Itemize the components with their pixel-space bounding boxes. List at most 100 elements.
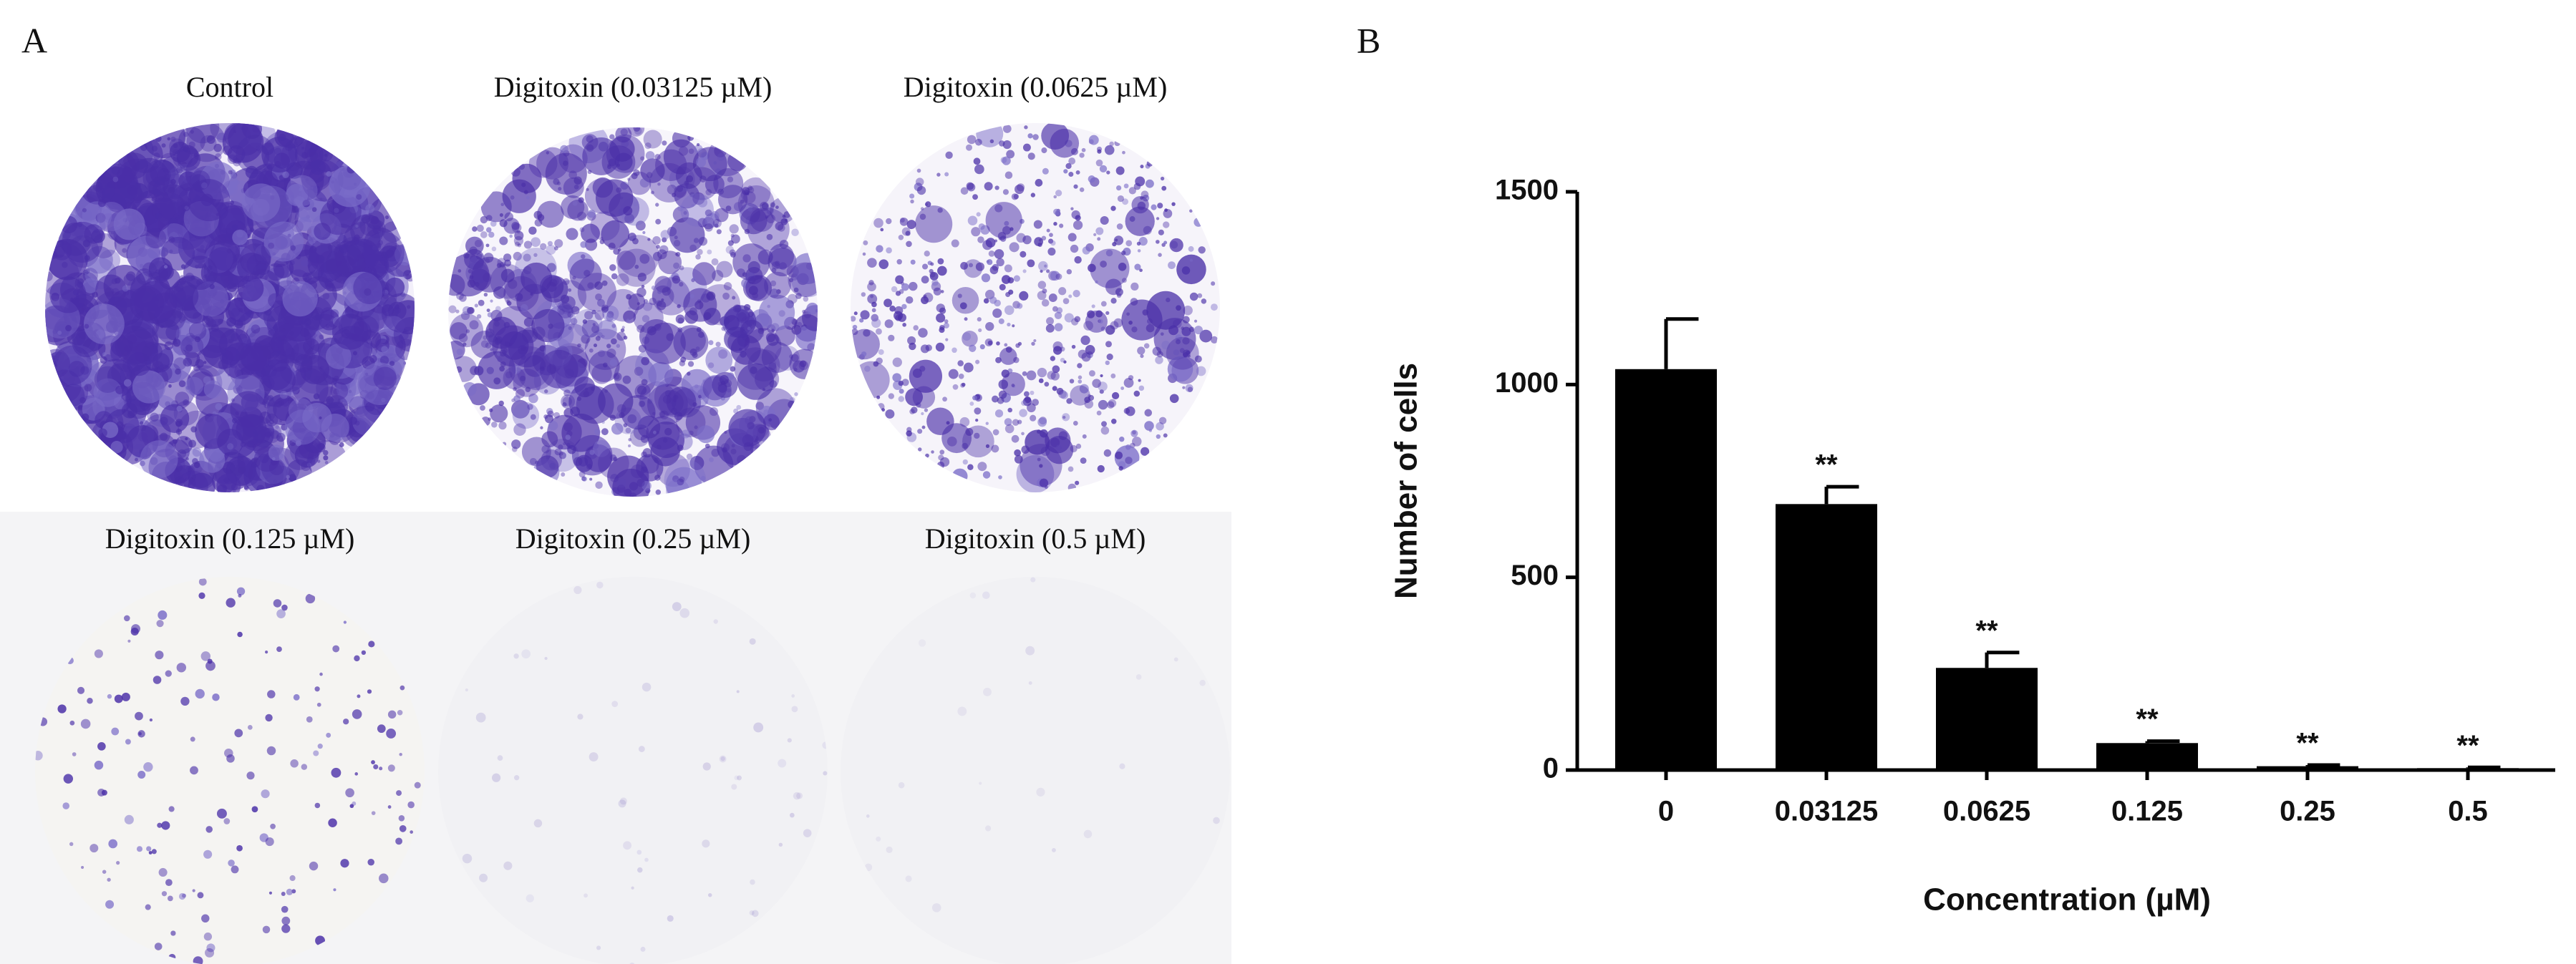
stain-dot (1137, 201, 1146, 210)
stain-dot (679, 608, 690, 618)
stain-dot (1140, 196, 1143, 200)
stain-dot (343, 719, 349, 725)
stain-dot (906, 220, 916, 230)
stain-dot (644, 142, 652, 150)
stain-dot (142, 159, 179, 196)
stain-dot (185, 437, 188, 441)
stain-dot (754, 366, 780, 391)
stain-dot (1118, 466, 1123, 471)
stain-dot (689, 307, 697, 316)
stain-dot (750, 208, 774, 232)
stain-dot (544, 656, 548, 661)
stain-dot (677, 304, 681, 308)
stain-dot (206, 943, 216, 953)
stain-dot (972, 395, 977, 401)
stain-dot (1164, 208, 1168, 213)
stain-dot (373, 366, 397, 390)
stain-dot (631, 886, 634, 890)
stain-dot (1168, 261, 1176, 269)
stain-dot (616, 273, 629, 286)
stain-dot (456, 349, 463, 356)
stain-dot (132, 370, 166, 404)
stain-dot (1116, 293, 1122, 298)
stain-dot (707, 137, 747, 177)
stain-dot (266, 746, 276, 756)
stain-dot (1115, 166, 1125, 175)
stain-dot (562, 396, 572, 406)
stain-dot (563, 422, 573, 432)
stain-dot (707, 249, 712, 255)
stain-dot (286, 474, 290, 479)
stain-dot (952, 384, 959, 390)
stain-dot (571, 306, 580, 315)
stain-dot (336, 238, 341, 244)
stain-dot (333, 888, 336, 892)
stain-dot (518, 163, 526, 170)
stain-dot (1025, 429, 1050, 455)
stain-dot (1106, 354, 1113, 361)
stain-dot (1103, 449, 1112, 457)
stain-dot (670, 407, 677, 414)
stain-dot (1122, 150, 1125, 155)
stain-dot (989, 296, 997, 304)
stain-dot (213, 143, 222, 152)
stain-dot (696, 157, 707, 167)
stain-dot (89, 844, 99, 853)
stain-dot (876, 395, 881, 399)
stain-dot (1059, 223, 1064, 228)
stain-dot (1161, 341, 1171, 350)
stain-dot (967, 464, 974, 470)
stain-dot (1093, 233, 1097, 236)
stain-dot (787, 738, 792, 743)
stain-dot (791, 228, 799, 237)
stain-dot (1011, 434, 1020, 443)
stain-dot (630, 464, 645, 479)
stain-dot (553, 412, 560, 419)
stain-dot (124, 615, 130, 622)
stain-dot (1014, 454, 1023, 464)
stain-dot (560, 294, 570, 303)
stain-dot (290, 245, 296, 251)
stain-dot (884, 319, 894, 328)
stain-dot (1104, 145, 1115, 155)
stain-dot (572, 200, 578, 206)
stain-dot (591, 325, 599, 333)
stain-dot (1079, 384, 1089, 394)
stain-dot (462, 853, 473, 864)
stain-dot (465, 688, 468, 692)
stain-dot (200, 135, 217, 152)
stain-dot (281, 924, 291, 933)
stain-dot (640, 158, 665, 183)
stain-dot (711, 258, 719, 266)
stain-dot (476, 224, 484, 233)
stain-dot (223, 818, 231, 824)
stain-dot (1075, 480, 1080, 485)
stain-dot (981, 273, 991, 283)
stain-dot (795, 293, 802, 299)
stain-dot (265, 837, 274, 847)
stain-dot (931, 279, 939, 286)
stain-dot (677, 444, 684, 452)
stain-dot (713, 161, 717, 165)
stain-dot (480, 215, 488, 224)
stain-dot (960, 383, 965, 388)
stain-dot (1052, 341, 1063, 351)
stain-dot (155, 212, 163, 220)
stain-dot (527, 404, 533, 410)
stain-dot (978, 328, 982, 333)
stain-dot (655, 490, 662, 495)
stain-dot (929, 272, 939, 281)
stain-dot (644, 857, 649, 862)
well-image (851, 123, 1220, 492)
stain-dot (1125, 457, 1133, 464)
stain-dot (896, 259, 902, 265)
stain-dot (178, 892, 186, 900)
stain-dot (313, 393, 320, 400)
stain-dot (237, 631, 243, 638)
stain-dot (1085, 344, 1095, 355)
stain-dot (1049, 233, 1053, 238)
stain-dot (183, 399, 189, 406)
stain-dot (562, 278, 570, 286)
stain-dot (991, 444, 999, 453)
